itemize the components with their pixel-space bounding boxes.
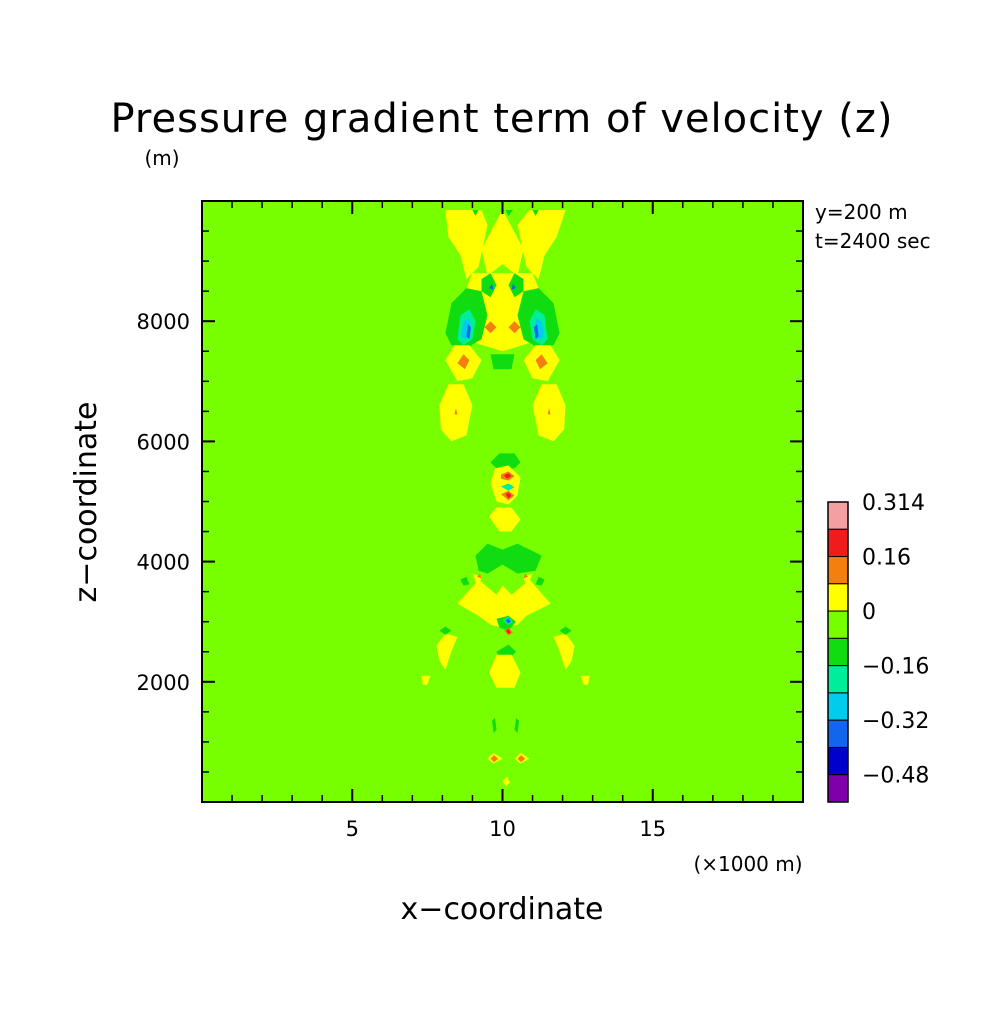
y-tick-label: 2000 [137,671,190,695]
contour-region-27 [490,453,521,469]
contour-region-15 [489,283,494,290]
contour-fills [421,210,590,787]
colorbar-swatch [827,556,849,585]
contour-region-13 [466,324,471,340]
contour-region-35 [475,543,542,574]
colorbar: 0.314 0.16 0 −0.16 −0.32 −0.48 [827,491,929,803]
contour-region-18 [508,321,521,334]
contour-region-36 [457,579,551,628]
colorbar-swatch [827,665,849,694]
colorbar-swatch [827,501,849,530]
y-tick-label: 8000 [137,310,190,334]
x-axis-label: x−coordinate [401,892,604,927]
contour-region-8 [490,354,515,370]
y-axis-label: z−coordinate [69,402,104,603]
colorbar-label: −0.48 [862,764,929,789]
colorbar-swatch [827,528,849,558]
contour-region-47 [506,628,511,635]
contour-region-65 [532,210,539,216]
contour-region-51 [559,626,572,635]
contour-region-0 [445,210,488,280]
colorbar-swatch [827,637,849,667]
colorbar-swatch [827,719,849,748]
contour-region-50 [439,626,452,635]
contour-region-49 [553,633,575,670]
colorbar-swatch [827,746,849,776]
x-tick-label: 10 [489,817,516,841]
y-axis-unit: (m) [144,146,179,170]
contour-region-62 [502,776,510,787]
contour-region-39 [477,573,482,579]
contour-region-21 [457,354,470,370]
contour-region-14 [534,324,539,340]
colorbar-label: 0.16 [862,546,911,571]
annotation-time: t=2400 sec [815,229,931,253]
contour-region-43 [496,615,516,631]
contour-region-31 [501,483,515,491]
contour-region-2 [481,210,524,277]
colorbar-frame [827,501,849,803]
contour-region-53 [489,654,521,688]
contour-region-25 [454,408,458,415]
contour-region-26 [547,408,551,415]
contour-region-17 [484,321,497,334]
contour-region-30 [504,473,512,479]
contour-region-64 [505,210,513,216]
colorbar-label: 0 [862,600,876,625]
x-axis-ticks: 5 10 15 [346,201,666,841]
contour-region-7 [508,273,524,298]
colorbar-label: 0.314 [862,491,925,516]
contour-region-33 [505,492,512,499]
contour-region-60 [490,755,498,763]
x-tick-label: 5 [346,817,359,841]
contour-region-54 [421,675,431,685]
contour-region-16 [511,283,516,290]
contour-region-42 [535,576,545,586]
colorbar-swatch [827,610,849,639]
contour-region-41 [460,576,470,586]
contour-region-55 [580,675,590,685]
colorbar-label: −0.16 [862,655,929,680]
contour-region-45 [505,618,511,624]
plot-area: 5 10 15 2000 4000 6000 8000 [137,200,804,841]
y-tick-label: 6000 [137,430,190,454]
contour-region-40 [523,573,528,579]
y-axis-ticks: 2000 4000 6000 8000 [137,310,803,695]
colorbar-label: −0.32 [862,709,929,734]
chart-title: Pressure gradient term of velocity (z) [111,96,894,142]
colorbar-swatch [827,692,849,721]
contour-region-22 [535,354,548,370]
x-axis-unit: (×1000 m) [693,852,802,876]
contour-region-61 [517,755,525,763]
colorbar-swatch [827,583,849,612]
y-tick-label: 4000 [137,551,190,575]
contour-region-56 [492,717,497,733]
colorbar-swatch [827,774,849,803]
contour-region-1 [517,210,566,280]
contour-region-34 [489,507,521,532]
contour-region-6 [481,273,497,298]
contour-region-63 [472,210,479,216]
contour-region-48 [436,633,458,670]
contour-region-57 [514,717,519,733]
annotation-y: y=200 m [815,200,908,224]
x-tick-label: 15 [639,817,666,841]
